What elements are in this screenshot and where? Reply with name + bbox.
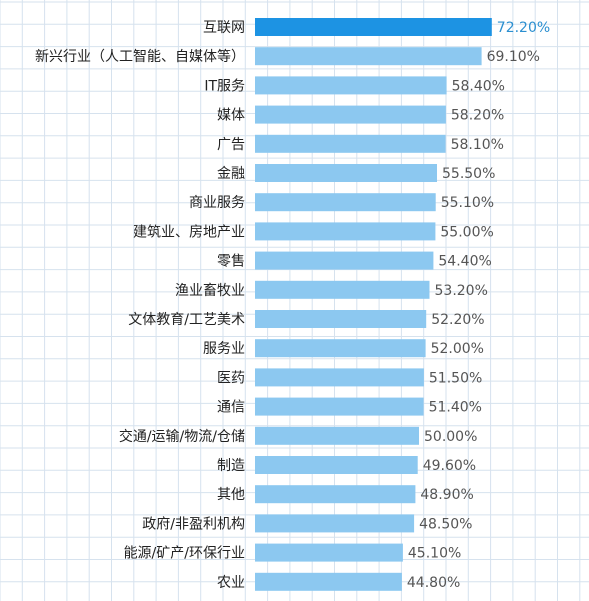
bar-19 <box>255 572 402 591</box>
bar-1 <box>255 47 482 66</box>
value-label-14: 50.00% <box>424 429 477 445</box>
category-label-3: 媒体 <box>217 108 245 124</box>
value-label-1: 69.10% <box>487 49 540 65</box>
bar-5 <box>255 164 437 182</box>
value-label-12: 51.50% <box>429 370 482 386</box>
category-label-6: 商业服务 <box>189 195 245 211</box>
bar-4 <box>255 134 446 153</box>
labels: 互联网 72.20% 新兴行业（人工智能、自媒体等） 69.10% IT服务 58.40%… <box>35 20 550 591</box>
value-label-8: 54.40% <box>438 254 491 270</box>
value-label-7: 55.00% <box>440 224 493 240</box>
bar-16 <box>255 485 416 504</box>
category-label-2: IT服务 <box>204 78 245 94</box>
category-label-5: 金融 <box>217 166 245 182</box>
value-label-2: 58.40% <box>452 78 505 94</box>
value-label-17: 48.50% <box>419 516 472 532</box>
category-label-16: 其他 <box>217 487 245 503</box>
category-label-4: 广告 <box>217 137 245 153</box>
bar-17 <box>255 514 415 533</box>
category-label-9: 渔业畜牧业 <box>175 283 245 299</box>
value-label-18: 45.10% <box>408 546 461 562</box>
category-label-1: 新兴行业（人工智能、自媒体等） <box>35 48 245 65</box>
category-label-14: 交通/运输/物流/仓储 <box>119 428 245 445</box>
bar-13 <box>255 397 424 416</box>
bar-7 <box>255 222 436 241</box>
category-label-8: 零售 <box>217 254 245 270</box>
value-label-9: 53.20% <box>435 283 488 299</box>
bar-15 <box>255 456 418 474</box>
category-label-18: 能源/矿产/环保行业 <box>124 546 245 562</box>
value-label-15: 49.60% <box>423 458 476 474</box>
value-label-3: 58.20% <box>451 108 504 124</box>
category-label-11: 服务业 <box>203 341 245 357</box>
value-label-16: 48.90% <box>420 487 473 503</box>
category-label-13: 通信 <box>217 400 245 416</box>
category-label-15: 制造 <box>217 458 245 474</box>
bar-11 <box>255 339 426 358</box>
bar-10 <box>255 310 427 328</box>
value-label-6: 55.10% <box>441 195 494 211</box>
bar-6 <box>255 193 436 212</box>
value-label-13: 51.40% <box>429 400 482 416</box>
value-label-10: 52.20% <box>431 312 484 328</box>
value-label-5: 55.50% <box>442 166 495 182</box>
category-label-7: 建筑业、房地产业 <box>133 224 245 240</box>
value-label-0: 72.20% <box>497 20 550 36</box>
value-label-11: 52.00% <box>431 341 484 357</box>
category-label-19: 农业 <box>217 575 245 591</box>
bar-8 <box>255 251 434 270</box>
bar-14 <box>255 426 419 445</box>
bar-3 <box>255 105 446 124</box>
bar-0 <box>255 18 492 36</box>
value-label-19: 44.80% <box>407 575 460 591</box>
category-label-10: 文体教育/工艺美术 <box>128 312 245 328</box>
category-label-0: 互联网 <box>203 20 245 36</box>
value-label-4: 58.10% <box>451 137 504 153</box>
bar-2 <box>255 76 447 95</box>
bar-12 <box>255 368 424 387</box>
category-label-17: 政府/非盈利机构 <box>142 516 245 532</box>
bar-9 <box>255 280 430 299</box>
bar-18 <box>255 543 403 562</box>
category-label-12: 医药 <box>217 370 245 386</box>
bars <box>255 18 492 591</box>
